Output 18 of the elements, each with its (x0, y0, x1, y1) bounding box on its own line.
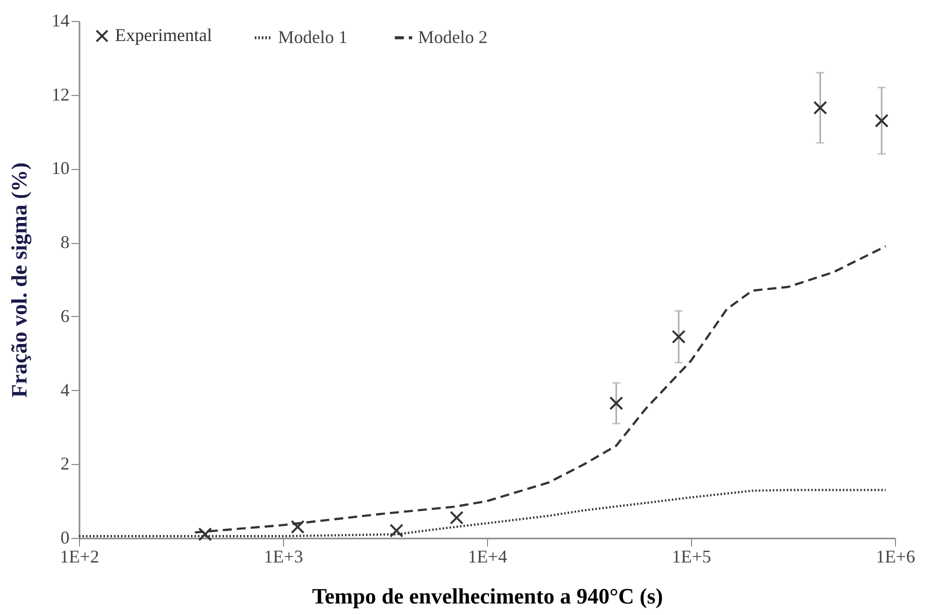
x-tick-label: 1E+4 (468, 546, 508, 566)
y-tick-label: 14 (52, 10, 70, 30)
y-tick-label: 4 (60, 380, 70, 400)
y-tick-label: 0 (60, 528, 70, 548)
x-tick-label: 1E+3 (264, 546, 304, 566)
y-tick-label: 12 (52, 84, 70, 104)
y-tick-label: 10 (52, 158, 70, 178)
legend-label: Experimental (115, 25, 212, 45)
y-tick-label: 6 (60, 306, 70, 326)
y-tick-label: 2 (60, 454, 70, 474)
x-tick-label: 1E+5 (672, 546, 712, 566)
x-axis-title: Tempo de envelhecimento a 940°C (s) (312, 584, 663, 608)
y-tick-label: 8 (60, 232, 70, 252)
legend-label: Modelo 1 (278, 26, 348, 47)
legend-label: Modelo 2 (418, 26, 488, 47)
y-axis-title: Fração vol. de sigma (%) (6, 162, 32, 398)
x-tick-label: 1E+2 (60, 546, 100, 566)
x-tick-label: 1E+6 (876, 546, 916, 566)
